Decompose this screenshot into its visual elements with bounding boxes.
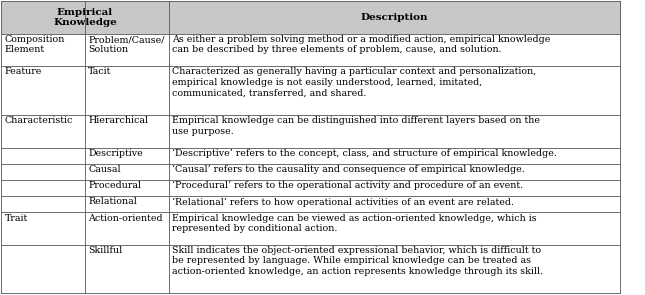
Text: Characteristic: Characteristic — [5, 116, 73, 125]
Text: Problem/Cause/
Solution: Problem/Cause/ Solution — [88, 35, 164, 54]
Bar — [1, 1, 620, 34]
Text: Skill indicates the object-oriented expressional behavior, which is difficult to: Skill indicates the object-oriented expr… — [172, 246, 544, 276]
Text: Empirical
Knowledge: Empirical Knowledge — [53, 8, 117, 27]
Text: Tacit: Tacit — [88, 68, 112, 76]
Text: Description: Description — [361, 13, 428, 22]
Text: Characterized as generally having a particular context and personalization,
empi: Characterized as generally having a part… — [172, 68, 537, 97]
Text: Procedural: Procedural — [88, 181, 141, 190]
Text: Relational: Relational — [88, 197, 137, 206]
Text: Empirical knowledge can be viewed as action-oriented knowledge, which is
represe: Empirical knowledge can be viewed as act… — [172, 214, 537, 233]
Text: Empirical knowledge can be distinguished into different layers based on the
use : Empirical knowledge can be distinguished… — [172, 116, 541, 136]
Text: Skillful: Skillful — [88, 246, 123, 255]
Text: ‘Procedural’ refers to the operational activity and procedure of an event.: ‘Procedural’ refers to the operational a… — [172, 181, 524, 191]
Text: Composition
Element: Composition Element — [5, 35, 65, 54]
Text: ‘Descriptive’ refers to the concept, class, and structure of empirical knowledge: ‘Descriptive’ refers to the concept, cla… — [172, 149, 557, 158]
Text: Hierarchical: Hierarchical — [88, 116, 148, 125]
Text: Causal: Causal — [88, 165, 121, 174]
Text: Action-oriented: Action-oriented — [88, 214, 163, 223]
Text: Feature: Feature — [5, 68, 42, 76]
Text: ‘Relational’ refers to how operational activities of an event are related.: ‘Relational’ refers to how operational a… — [172, 197, 514, 207]
Text: ‘Causal’ refers to the causality and consequence of empirical knowledge.: ‘Causal’ refers to the causality and con… — [172, 165, 525, 174]
Text: Descriptive: Descriptive — [88, 149, 143, 158]
Text: Trait: Trait — [5, 214, 28, 223]
Text: As either a problem solving method or a modified action, empirical knowledge
can: As either a problem solving method or a … — [172, 35, 551, 54]
